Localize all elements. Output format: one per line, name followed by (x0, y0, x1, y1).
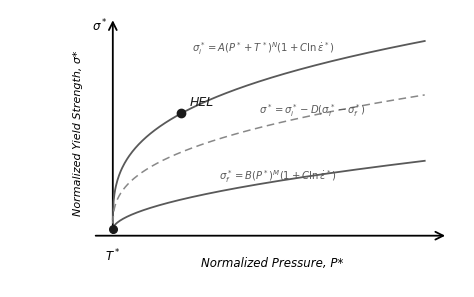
Text: $\sigma^*$: $\sigma^*$ (92, 18, 108, 34)
Text: $T^*$: $T^*$ (105, 247, 120, 264)
Text: $\sigma^* = \sigma_i^* - D(\sigma_i^* - \sigma_f^*)$: $\sigma^* = \sigma_i^* - D(\sigma_i^* - … (259, 102, 366, 119)
Text: HEL: HEL (190, 96, 214, 109)
Text: $\sigma_i^* = A(P^*+T^*)^N(1+C\ln\dot{\varepsilon}^*)$: $\sigma_i^* = A(P^*+T^*)^N(1+C\ln\dot{\v… (192, 40, 335, 57)
Text: Normalized Yield Strength, σ*: Normalized Yield Strength, σ* (73, 50, 83, 216)
Text: Normalized Pressure, P*: Normalized Pressure, P* (201, 257, 343, 270)
Text: $\sigma_f^* = B(P^*)^M(1+C\ln\dot{\varepsilon}^*)$: $\sigma_f^* = B(P^*)^M(1+C\ln\dot{\varep… (219, 168, 337, 185)
